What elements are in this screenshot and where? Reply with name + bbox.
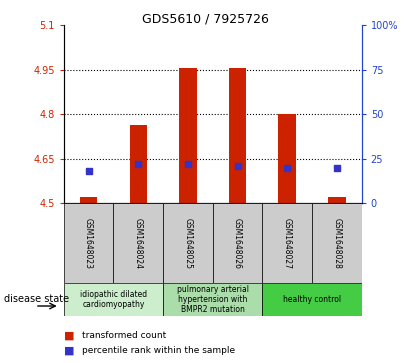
- Point: [185, 161, 191, 167]
- Text: ■: ■: [64, 345, 74, 355]
- Text: ■: ■: [64, 331, 74, 341]
- Bar: [179, 68, 196, 203]
- Bar: [229, 68, 246, 203]
- Text: GSM1648026: GSM1648026: [233, 218, 242, 269]
- Bar: [64, 283, 163, 316]
- Text: GDS5610 / 7925726: GDS5610 / 7925726: [142, 13, 269, 26]
- Bar: [328, 197, 346, 203]
- Text: GSM1648028: GSM1648028: [332, 218, 342, 269]
- Bar: [262, 283, 362, 316]
- Text: transformed count: transformed count: [82, 331, 166, 340]
- Text: idiopathic dilated
cardiomyopathy: idiopathic dilated cardiomyopathy: [80, 290, 147, 309]
- Bar: [80, 197, 97, 203]
- Bar: [279, 114, 296, 203]
- Bar: [129, 125, 147, 203]
- Bar: [163, 203, 213, 283]
- Point: [85, 168, 92, 174]
- Point: [334, 165, 340, 171]
- Text: GSM1648027: GSM1648027: [283, 218, 292, 269]
- Text: GSM1648024: GSM1648024: [134, 218, 143, 269]
- Text: GSM1648023: GSM1648023: [84, 218, 93, 269]
- Bar: [213, 203, 262, 283]
- Text: pulmonary arterial
hypertension with
BMPR2 mutation: pulmonary arterial hypertension with BMP…: [177, 285, 249, 314]
- Text: healthy control: healthy control: [283, 295, 341, 304]
- Bar: [312, 203, 362, 283]
- Bar: [163, 283, 262, 316]
- Point: [135, 161, 141, 167]
- Point: [234, 163, 241, 169]
- Bar: [262, 203, 312, 283]
- Point: [284, 165, 291, 171]
- Text: GSM1648025: GSM1648025: [183, 218, 192, 269]
- Text: percentile rank within the sample: percentile rank within the sample: [82, 346, 236, 355]
- Text: disease state: disease state: [4, 294, 69, 305]
- Bar: [64, 203, 113, 283]
- Bar: [113, 203, 163, 283]
